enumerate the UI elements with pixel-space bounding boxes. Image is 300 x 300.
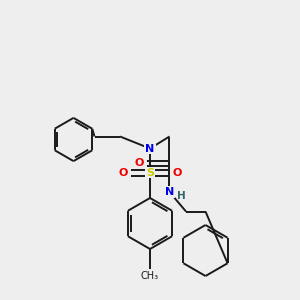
Text: CH₃: CH₃ [141,271,159,281]
Text: N: N [146,143,154,154]
Text: O: O [172,167,182,178]
Text: S: S [146,167,154,178]
Text: O: O [118,167,128,178]
Text: O: O [135,158,144,169]
Text: H: H [176,190,185,201]
Text: N: N [165,187,174,197]
